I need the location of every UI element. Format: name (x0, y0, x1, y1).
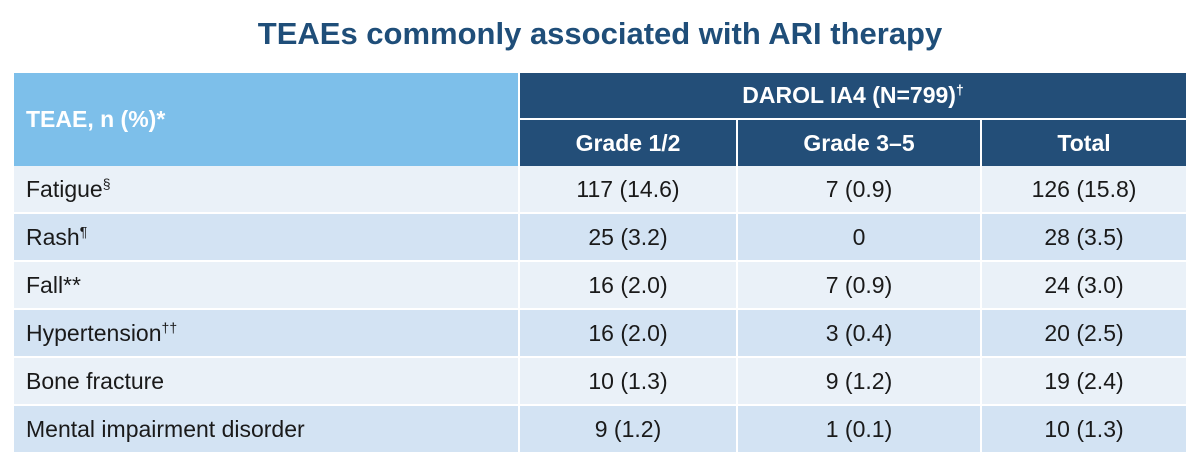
row-footnote: ¶ (79, 222, 88, 239)
column-header-total: Total (982, 120, 1187, 166)
cell-total: 19 (2.4) (982, 358, 1187, 406)
table-row: Mental impairment disorder 9 (1.2) 1 (0.… (14, 406, 1187, 454)
group-header-footnote: † (955, 81, 964, 98)
cell-total: 24 (3.0) (982, 262, 1187, 310)
cell-grade-3-5: 9 (1.2) (738, 358, 982, 406)
row-footnote: †† (161, 318, 178, 335)
table-row: Fatigue§ 117 (14.6) 7 (0.9) 126 (15.8) (14, 166, 1187, 214)
group-header: DAROL IA4 (N=799)† (520, 73, 1187, 120)
cell-total: 20 (2.5) (982, 310, 1187, 358)
cell-grade-1-2: 25 (3.2) (520, 214, 738, 262)
column-header-grade-1-2: Grade 1/2 (520, 120, 738, 166)
cell-total: 28 (3.5) (982, 214, 1187, 262)
cell-grade-3-5: 7 (0.9) (738, 262, 982, 310)
table-row: Rash¶ 25 (3.2) 0 28 (3.5) (14, 214, 1187, 262)
teae-table: TEAE, n (%)* DAROL IA4 (N=799)† Grade 1/… (14, 73, 1187, 454)
cell-grade-1-2: 117 (14.6) (520, 166, 738, 214)
cell-grade-1-2: 16 (2.0) (520, 310, 738, 358)
row-label: Rash¶ (14, 214, 520, 262)
cell-grade-3-5: 7 (0.9) (738, 166, 982, 214)
cell-total: 126 (15.8) (982, 166, 1187, 214)
table-row: Bone fracture 10 (1.3) 9 (1.2) 19 (2.4) (14, 358, 1187, 406)
column-header-grade-3-5: Grade 3–5 (738, 120, 982, 166)
table-row: Hypertension†† 16 (2.0) 3 (0.4) 20 (2.5) (14, 310, 1187, 358)
row-header-label: TEAE, n (%)* (26, 106, 166, 132)
table-row: Fall** 16 (2.0) 7 (0.9) 24 (3.0) (14, 262, 1187, 310)
row-header: TEAE, n (%)* (14, 73, 520, 166)
row-label: Fall** (14, 262, 520, 310)
cell-grade-3-5: 0 (738, 214, 982, 262)
cell-grade-1-2: 9 (1.2) (520, 406, 738, 454)
row-label: Bone fracture (14, 358, 520, 406)
cell-grade-1-2: 16 (2.0) (520, 262, 738, 310)
group-header-label: DAROL IA4 (N=799) (742, 82, 956, 108)
cell-grade-3-5: 1 (0.1) (738, 406, 982, 454)
row-label: Mental impairment disorder (14, 406, 520, 454)
page-title: TEAEs commonly associated with ARI thera… (257, 16, 943, 51)
cell-grade-3-5: 3 (0.4) (738, 310, 982, 358)
cell-grade-1-2: 10 (1.3) (520, 358, 738, 406)
row-footnote: § (102, 174, 111, 191)
row-label: Fatigue§ (14, 166, 520, 214)
row-label: Hypertension†† (14, 310, 520, 358)
cell-total: 10 (1.3) (982, 406, 1187, 454)
